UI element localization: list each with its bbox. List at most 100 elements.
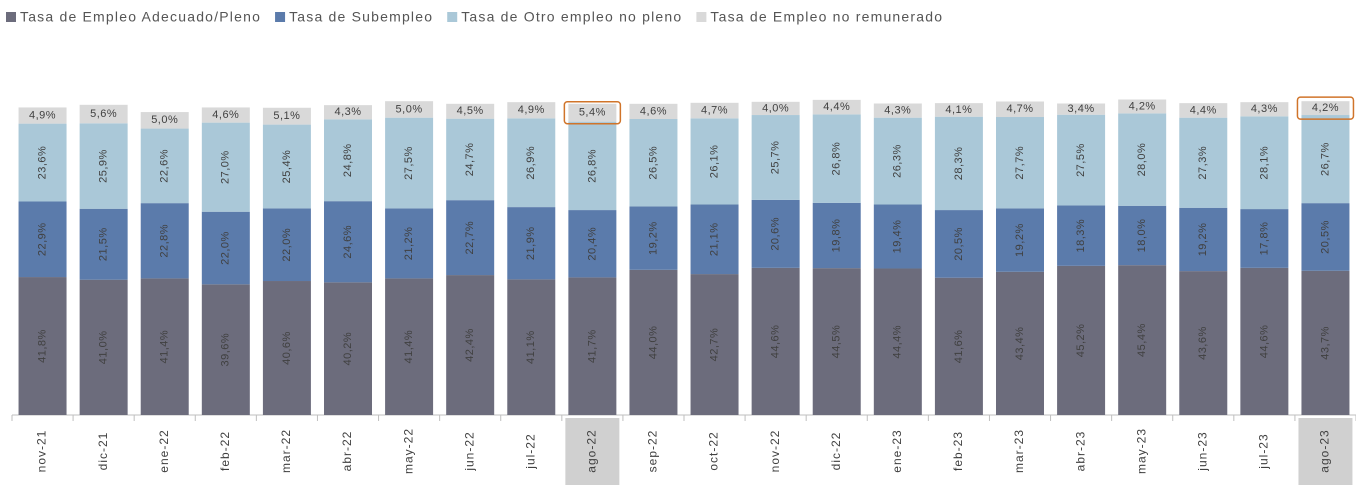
bar-segment (934, 103, 983, 117)
data-label: 22,0% (281, 228, 293, 262)
bar-segment (873, 268, 922, 415)
data-label: 21,5% (98, 227, 110, 261)
bar-segment (996, 271, 1044, 415)
bar-segment (934, 116, 983, 211)
bar-segment (873, 103, 922, 118)
data-label: 4,6% (640, 105, 667, 117)
data-label: 4,3% (334, 106, 361, 118)
data-label: 20,5% (1319, 220, 1331, 254)
bar-segment (385, 208, 434, 279)
data-label: 18,3% (1075, 219, 1087, 253)
bar-segment (996, 208, 1044, 272)
data-label: 26,5% (647, 146, 659, 180)
bar-segment (262, 208, 311, 282)
data-label: 25,4% (281, 150, 293, 184)
data-label: 26,7% (1319, 142, 1331, 176)
data-label: 4,1% (945, 104, 972, 116)
data-label: 43,7% (1319, 326, 1331, 360)
bar-segment (1240, 209, 1289, 268)
bar-segment (385, 278, 434, 415)
data-label: 22,6% (159, 149, 171, 183)
bar-segment (324, 201, 372, 283)
bar-segment (1057, 205, 1106, 266)
data-label: 27,3% (1197, 146, 1209, 180)
data-label: 43,6% (1197, 326, 1209, 360)
x-tick-label: jun-23 (1195, 431, 1209, 471)
bar-segment (324, 282, 372, 415)
bar-segment (79, 208, 128, 280)
bar-segment (79, 104, 128, 124)
data-label: 41,6% (953, 330, 965, 364)
data-label: 26,3% (892, 144, 904, 178)
bar-segment (1179, 103, 1228, 118)
bar-segment (812, 268, 861, 415)
bar-segment (201, 211, 250, 285)
bar-segment (1240, 116, 1289, 210)
data-label: 5,4% (579, 107, 606, 119)
bar-segment (751, 267, 800, 415)
data-label: 41,0% (98, 330, 110, 364)
data-label: 3,4% (1068, 103, 1095, 115)
bar-segment (1179, 117, 1228, 208)
bar-segment (262, 107, 311, 125)
bar-segment (18, 201, 67, 278)
data-label: 27,5% (403, 146, 415, 180)
bar-segment (324, 105, 372, 120)
bar-segment (996, 117, 1044, 209)
bar-segment (568, 210, 617, 278)
bar-segment (934, 210, 983, 278)
x-tick-label: abr-22 (340, 431, 354, 472)
data-label: 5,6% (90, 108, 117, 120)
x-tick-label: ago-22 (585, 429, 599, 472)
bar-segment (629, 118, 678, 207)
data-label: 4,2% (1312, 102, 1339, 114)
bar-segment (140, 128, 189, 204)
legend-label: Tasa de Empleo Adecuado/Pleno (20, 9, 261, 25)
x-tick-label: feb-22 (218, 431, 232, 471)
bar-segment (262, 281, 311, 415)
x-tick-label: feb-23 (951, 431, 965, 471)
x-tick-label: dic-21 (96, 432, 110, 471)
data-label: 44,0% (647, 326, 659, 360)
bar-segment (1301, 115, 1350, 204)
bar-segment (507, 279, 556, 415)
x-tick-label: jun-22 (462, 431, 476, 471)
bar-segment (873, 204, 922, 269)
data-label: 4,9% (518, 104, 545, 116)
data-label: 20,6% (770, 217, 782, 251)
bar-segment (385, 117, 434, 209)
x-tick-label: sep-22 (646, 430, 660, 473)
data-label: 21,1% (708, 222, 720, 256)
bar-segment (507, 102, 556, 119)
bar-segment (1118, 265, 1167, 415)
data-label: 4,0% (762, 102, 789, 114)
data-label: 25,7% (770, 141, 782, 175)
x-tick-label: may-23 (1134, 428, 1148, 474)
bar-segment (18, 107, 67, 124)
bar-segment (446, 118, 495, 201)
data-label: 27,5% (1075, 143, 1087, 177)
bar-segment (568, 121, 617, 211)
data-label: 24,8% (342, 143, 354, 177)
data-label: 4,5% (457, 105, 484, 117)
legend-swatch (275, 12, 286, 22)
data-label: 20,4% (586, 227, 598, 261)
bar-segment (812, 114, 861, 203)
x-tick-label: nov-21 (35, 430, 49, 473)
bar-segment (18, 123, 67, 202)
data-label: 18,0% (1136, 219, 1148, 253)
bar-segment (446, 200, 495, 276)
data-label: 4,6% (212, 109, 239, 121)
bar-segment (324, 119, 372, 202)
x-tick-label: nov-22 (768, 430, 782, 473)
data-label: 4,2% (1129, 100, 1156, 112)
data-label: 26,8% (586, 149, 598, 183)
data-label: 41,4% (403, 330, 415, 364)
data-label: 22,8% (159, 224, 171, 258)
data-label: 40,6% (281, 331, 293, 365)
bar-segment (1118, 113, 1167, 206)
bar-segment (18, 277, 67, 415)
data-label: 41,1% (525, 330, 537, 364)
legend-swatch (696, 12, 707, 22)
highlight-box (1296, 96, 1355, 120)
